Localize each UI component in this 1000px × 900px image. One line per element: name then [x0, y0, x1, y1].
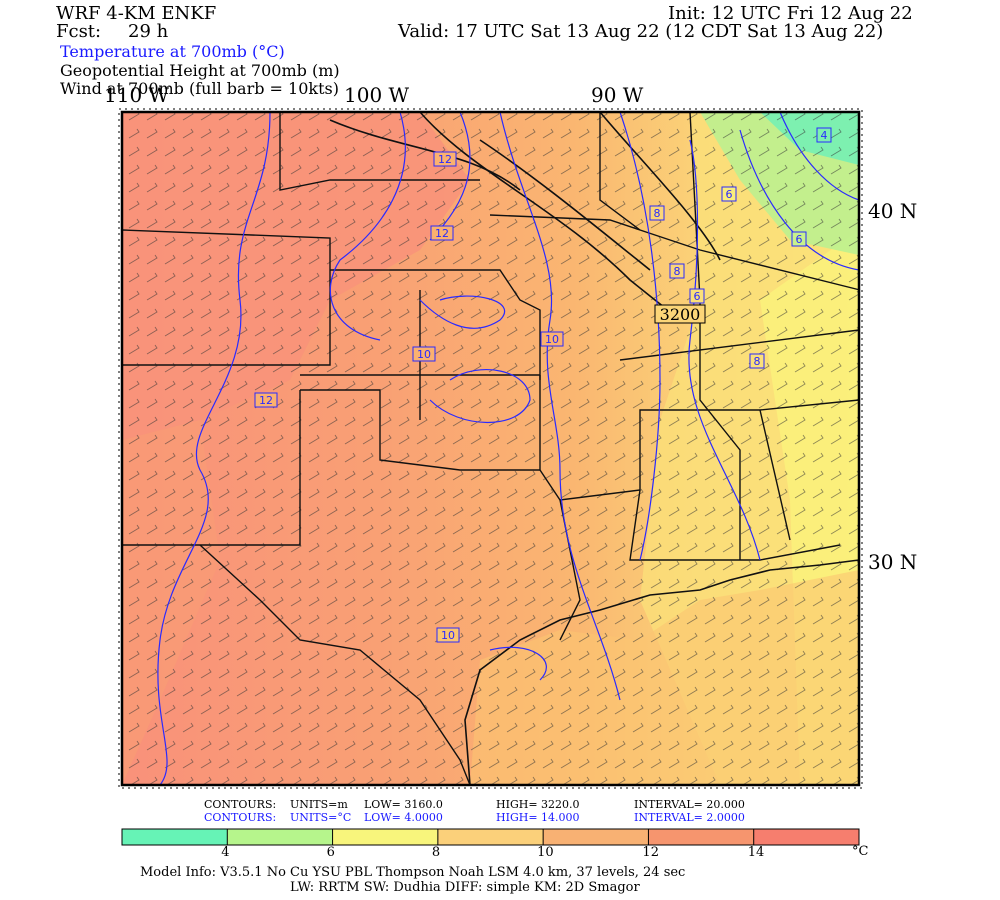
colorbar-tick-label: 6	[326, 845, 335, 860]
colorbar-segment	[753, 829, 859, 845]
lat-label-40n: 40 N	[868, 199, 918, 223]
height-label: 3200	[654, 304, 706, 324]
height-contour-units: UNITS=m	[290, 798, 348, 811]
height-contour-high: HIGH= 3220.0	[496, 798, 580, 811]
height-contour-interval: INTERVAL= 20.000	[634, 798, 745, 811]
colorbar-frame	[121, 828, 860, 846]
svg-text:6: 6	[694, 290, 701, 303]
colorbar-segment	[437, 829, 544, 845]
colorbar-tick-label: 12	[642, 845, 659, 860]
field-wind-label: Wind at 700mb (full barb = 10kts)	[60, 79, 339, 98]
svg-text:8: 8	[654, 207, 661, 220]
temp-label-13: 4	[816, 127, 832, 143]
temp-label-10: 6	[721, 186, 737, 202]
temp-label-8: 8	[669, 263, 685, 279]
temp-contour-low: LOW= 4.0000	[364, 811, 443, 824]
temp-contour-name: CONTOURS:	[204, 811, 277, 824]
model-info-line1: Model Info: V3.5.1 No Cu YSU PBL Thompso…	[140, 865, 686, 880]
model-title: WRF 4-KM ENKF	[56, 3, 217, 24]
field-temperature-label: Temperature at 700mb (°C)	[60, 42, 285, 61]
svg-text:8: 8	[754, 355, 761, 368]
svg-text:6: 6	[726, 188, 733, 201]
temp-label-6: 10	[436, 627, 460, 643]
colorbar-segment	[332, 829, 438, 845]
colorbar-segment	[227, 829, 333, 845]
model-info-line2: LW: RRTM SW: Dudhia DIFF: simple KM: 2D …	[290, 880, 640, 895]
svg-text:12: 12	[259, 394, 273, 407]
init-time: Init: 12 UTC Fri 12 Aug 22	[668, 3, 913, 24]
svg-text:4: 4	[821, 129, 828, 142]
svg-text:8: 8	[674, 265, 681, 278]
colorbar-unit: °C	[852, 844, 869, 859]
temp-label-4: 10	[412, 346, 436, 362]
lat-label-30n: 30 N	[868, 550, 918, 574]
svg-text:6: 6	[796, 233, 803, 246]
svg-text:10: 10	[441, 629, 455, 642]
temp-label-11: 6	[791, 231, 807, 247]
temp-label-12: 6	[689, 288, 705, 304]
colorbar-tick-label: 8	[431, 845, 441, 860]
temp-label-9: 8	[749, 353, 765, 369]
height-contour-low: LOW= 3160.0	[364, 798, 443, 811]
temp-label-1: 12	[433, 151, 457, 167]
colorbar-tick-label: 4	[221, 845, 230, 860]
map-panel	[118, 108, 863, 789]
lon-label-110w: 110 W	[104, 83, 170, 107]
colorbar-segment	[648, 829, 754, 845]
colorbar-tick-label: 10	[537, 845, 554, 860]
lon-label-90w: 90 W	[591, 83, 644, 107]
height-contour-name: CONTOURS:	[204, 798, 277, 811]
forecast-label: Fcst:	[56, 21, 102, 42]
svg-text:12: 12	[435, 227, 449, 240]
svg-text:12: 12	[438, 153, 452, 166]
temp-label-2: 12	[430, 225, 454, 241]
temp-label-3: 10	[540, 331, 564, 347]
temp-contour-units: UNITS=°C	[290, 811, 352, 824]
lon-label-100w: 100 W	[344, 83, 410, 107]
valid-time: Valid: 17 UTC Sat 13 Aug 22 (12 CDT Sat …	[398, 21, 884, 42]
temp-label-5: 12	[254, 392, 278, 408]
forecast-hours: 29 h	[128, 21, 169, 42]
temp-contour-interval: INTERVAL= 2.0000	[634, 811, 745, 824]
colorbar-tick-label: 14	[747, 845, 765, 860]
colorbar	[121, 828, 860, 846]
colorbar-segment	[122, 829, 228, 845]
temp-label-7: 8	[649, 205, 665, 221]
svg-text:10: 10	[417, 348, 431, 361]
svg-text:10: 10	[545, 333, 559, 346]
svg-text:3200: 3200	[660, 305, 701, 324]
temp-contour-high: HIGH= 14.000	[496, 811, 580, 824]
colorbar-segment	[543, 829, 649, 845]
field-height-label: Geopotential Height at 700mb (m)	[60, 61, 340, 80]
